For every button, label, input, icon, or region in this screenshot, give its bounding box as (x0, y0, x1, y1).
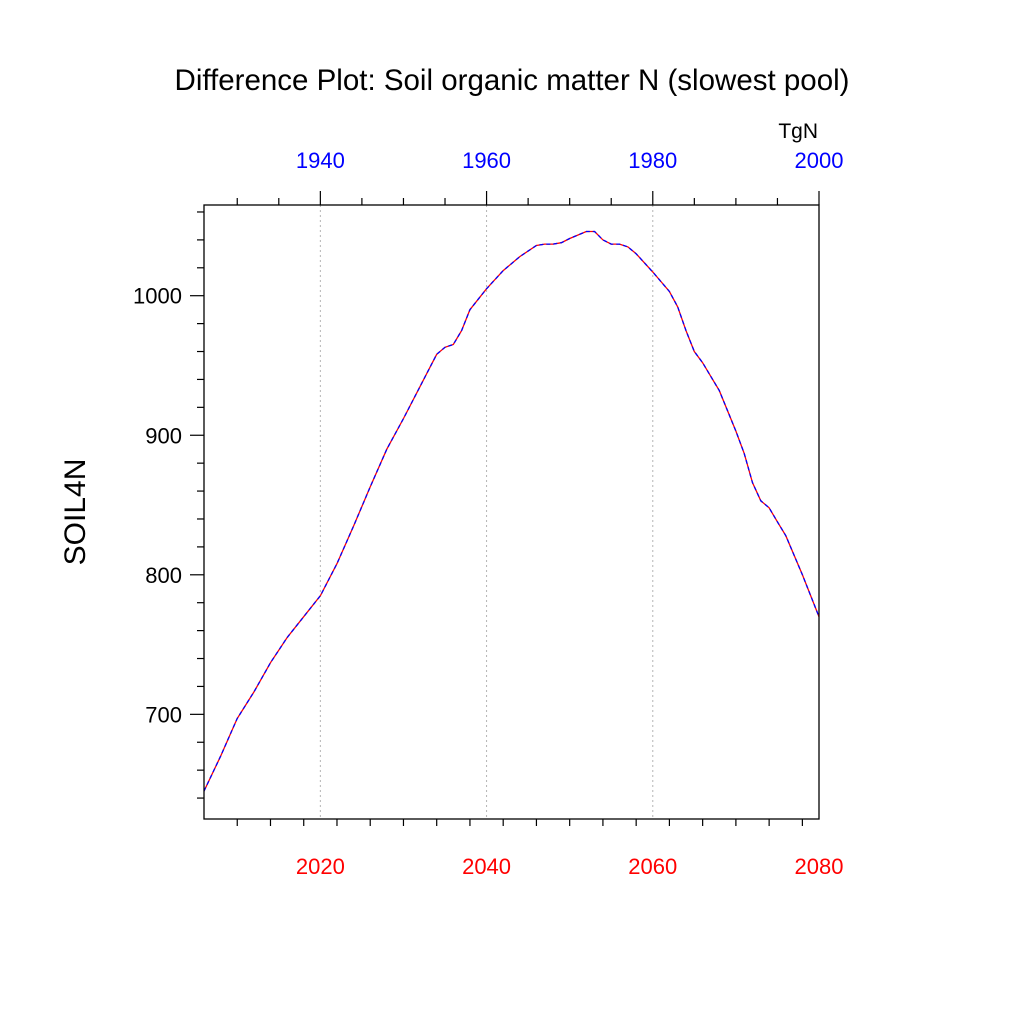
plot-frame (203, 204, 820, 820)
x-tick-label: 2080 (795, 854, 844, 879)
x-tick-label: 2060 (628, 854, 677, 879)
y-tick-label: 700 (145, 702, 182, 727)
y-tick-label: 1000 (133, 284, 182, 309)
units-label: TgN (778, 120, 818, 143)
series-lines (203, 230, 820, 792)
x-tick-label: 2020 (296, 854, 345, 879)
x-top-tick-label: 1980 (628, 148, 677, 173)
x-top-tick-label: 2000 (795, 148, 844, 173)
x-top-tick-label: 1960 (462, 148, 511, 173)
x-top-tick-label: 1940 (296, 148, 345, 173)
x-tick-label: 2040 (462, 854, 511, 879)
chart-title: Difference Plot: Soil organic matter N (… (175, 64, 850, 97)
gridlines (319, 205, 654, 819)
series-line-case-a (203, 230, 820, 792)
y-tick-label: 800 (145, 563, 182, 588)
y-axis-label: SOIL4N (59, 459, 92, 566)
axis-ticks (190, 191, 820, 826)
y-tick-label: 900 (145, 423, 182, 448)
tick-labels: 2020 2040 2060 2080 1940 1960 1980 2000 700 800 90… (133, 148, 843, 879)
series-line-case-b (203, 230, 820, 792)
